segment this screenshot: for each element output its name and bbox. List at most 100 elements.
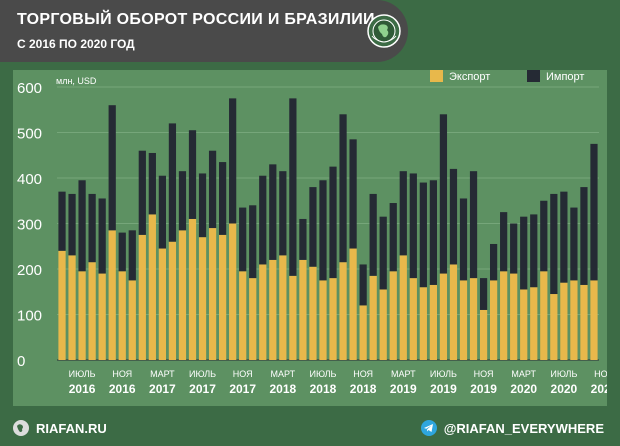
bar-import: [319, 180, 327, 281]
bar-import: [449, 168, 458, 265]
bar-import: [510, 223, 518, 274]
y-tick-label: 200: [17, 262, 42, 279]
bar-import: [329, 166, 337, 279]
bar-import: [229, 98, 237, 224]
bar-import: [580, 187, 588, 285]
bar-import: [369, 193, 377, 276]
x-tick-month: ИЮЛЬ: [550, 369, 577, 379]
x-tick-year: 2019: [430, 382, 457, 396]
bar-import: [459, 198, 468, 281]
bar-export: [148, 214, 156, 360]
bar-export: [590, 280, 598, 360]
chart-subtitle: С 2016 ПО 2020 ГОД: [17, 37, 135, 51]
x-tick-month: НОЯ: [474, 369, 494, 379]
bar-import: [148, 152, 156, 215]
bar-export: [560, 282, 568, 360]
x-tick-year: 2018: [310, 382, 337, 396]
bar-export: [309, 266, 317, 360]
bar-import: [429, 180, 438, 285]
bar-export: [198, 237, 207, 360]
legend: Экспорт Импорт: [430, 69, 584, 83]
x-tick-month: МАРТ: [150, 369, 175, 379]
bar-export: [419, 287, 427, 360]
telegram-link[interactable]: @RIAFAN_EVERYWHERE: [420, 419, 604, 437]
bar-export: [520, 289, 528, 360]
bar-export: [319, 280, 327, 360]
bar-export: [540, 271, 548, 360]
bar-export: [279, 255, 287, 360]
bar-import: [198, 173, 207, 238]
bar-export: [399, 255, 407, 360]
bar-import: [389, 203, 397, 272]
bar-import: [399, 171, 407, 256]
x-tick-year: 2018: [350, 382, 377, 396]
bar-export: [218, 234, 227, 360]
bar-import: [259, 175, 267, 265]
bar-import: [439, 114, 448, 274]
bar-import: [118, 232, 126, 272]
bar-import: [218, 162, 227, 235]
footer: RIAFAN.RU @RIAFAN_EVERYWHERE: [0, 412, 620, 446]
bar-export: [500, 271, 508, 360]
bar-export: [580, 284, 588, 360]
bar-import: [339, 114, 347, 263]
bar-export: [329, 278, 337, 360]
legend-label-import: Импорт: [546, 71, 584, 83]
bar-export: [118, 271, 126, 360]
stacked-bar-chart: 0 100 200 300 400 500 600 ИЮЛЬ 2016 НОЯ 2016 МАРТ 2…: [17, 69, 618, 396]
bar-export: [259, 264, 267, 360]
bar-export: [239, 271, 247, 360]
bar-export: [229, 223, 237, 360]
bar-import: [208, 150, 217, 229]
bar-import: [530, 214, 538, 288]
bar-import: [88, 193, 96, 263]
bar-import: [500, 212, 508, 272]
x-tick-year: 2016: [69, 382, 96, 396]
bar-import: [128, 230, 136, 281]
bar-export: [449, 264, 458, 360]
bar-export: [138, 234, 146, 360]
x-tick-month: НОЯ: [594, 369, 607, 379]
telegram-icon: [420, 420, 437, 436]
site-link[interactable]: RIAFAN.RU: [12, 419, 107, 437]
bar-import: [479, 278, 488, 310]
bar-export: [369, 275, 377, 360]
bar-export: [58, 250, 66, 360]
x-tick-year: 2020: [510, 382, 537, 396]
bar-export: [88, 262, 96, 360]
legend-swatch-import: [527, 69, 540, 82]
y-tick-label: 100: [17, 308, 42, 325]
bar-export: [68, 255, 76, 360]
bar-export: [479, 309, 488, 360]
bar-export: [158, 248, 167, 360]
bar-import: [279, 171, 287, 256]
bar-export: [510, 273, 518, 360]
bar-import: [168, 123, 177, 242]
bar-export: [78, 271, 86, 360]
x-tick-month: МАРТ: [511, 369, 536, 379]
x-tick-year: 2017: [189, 382, 216, 396]
bar-import: [108, 105, 116, 231]
bar-export: [409, 278, 417, 360]
chart-panel: 0 100 200 300 400 500 600 ИЮЛЬ 2016 НОЯ 2016 МАРТ 2…: [13, 69, 618, 406]
bar-import: [269, 164, 277, 260]
bar-export: [439, 273, 448, 360]
bar-export: [188, 218, 197, 360]
bar-import: [58, 191, 66, 251]
bar-export: [168, 241, 177, 360]
bar-import: [309, 187, 317, 267]
bar-export: [289, 275, 297, 360]
bar-import: [289, 98, 297, 276]
y-tick-label: 500: [17, 126, 42, 143]
bar-export: [128, 280, 136, 360]
x-tick-month: ИЮЛЬ: [189, 369, 216, 379]
telegram-label: @RIAFAN_EVERYWHERE: [443, 420, 604, 436]
x-tick-month: НОЯ: [233, 369, 253, 379]
y-tick-label: 300: [17, 217, 42, 234]
legend-swatch-export: [430, 69, 443, 82]
x-tick-year: 2017: [229, 382, 256, 396]
x-tick-month: МАРТ: [391, 369, 416, 379]
y-tick-label: 400: [17, 171, 42, 188]
bar-export: [178, 230, 187, 360]
bar-export: [249, 278, 257, 360]
